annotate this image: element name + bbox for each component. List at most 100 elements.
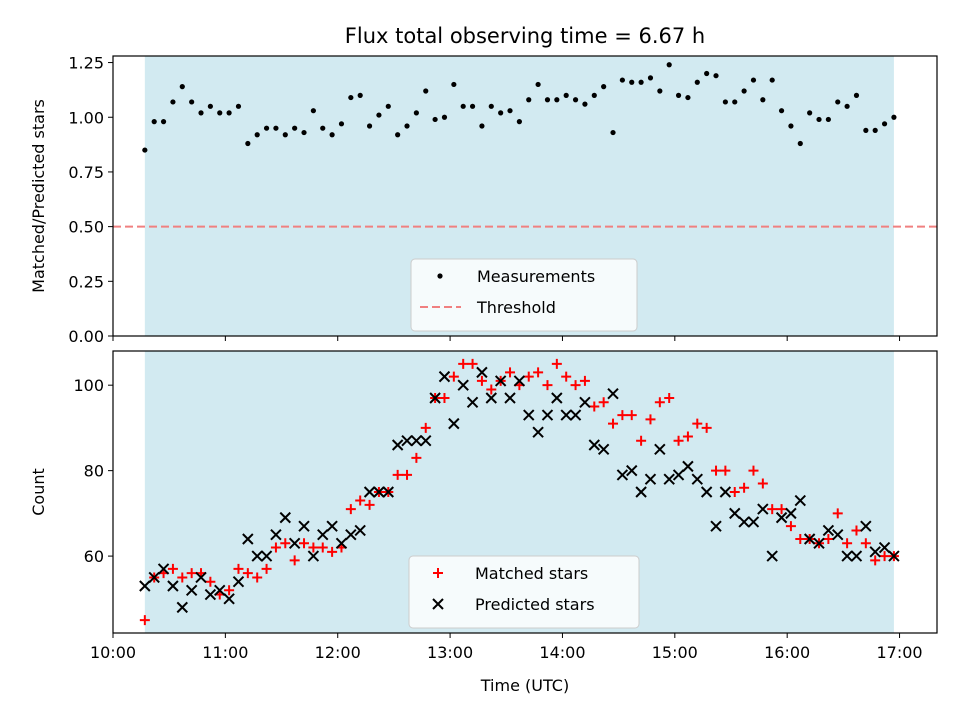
y-tick-label: 0.75	[68, 163, 104, 182]
predicted-star-point	[607, 388, 619, 400]
x-tick-label: 17:00	[876, 643, 922, 662]
matched-star-point	[317, 542, 328, 553]
measurement-point	[582, 101, 588, 107]
measurement-point	[198, 110, 204, 116]
matched-star-point	[729, 487, 740, 497]
predicted-star-point	[270, 529, 282, 541]
measurement-point	[516, 119, 522, 125]
measurement-point	[507, 108, 513, 114]
x-axis-label: Time (UTC)	[480, 676, 569, 695]
predicted-star-point	[204, 588, 217, 601]
predicted-star-point	[541, 409, 554, 421]
predicted-star-point	[513, 375, 526, 387]
measurement-point	[217, 110, 223, 116]
measurement-point	[825, 116, 831, 123]
y-tick-label: 60	[84, 547, 104, 566]
measurement-point	[366, 123, 373, 129]
matched-star-point	[205, 576, 216, 587]
predicted-star-point	[466, 396, 479, 408]
predicted-star-point	[373, 486, 385, 498]
measurement-point	[189, 99, 195, 105]
measurement-point	[610, 129, 616, 136]
measurement-point	[572, 97, 579, 103]
matched-star-point	[739, 482, 750, 493]
matched-star-point	[270, 542, 281, 553]
matched-star-point	[711, 465, 722, 476]
matched-star-point	[664, 393, 675, 403]
legend-marker-measurements	[437, 273, 443, 279]
measurement-point	[629, 79, 635, 85]
predicted-star-point	[747, 516, 760, 528]
predicted-star-point	[279, 511, 291, 524]
measurement-point	[413, 110, 419, 116]
predicted-star-point	[345, 529, 357, 541]
ratio-panel: 0.00 0.25 0.50 0.75 1.00 1.25 Matched/Predicte…	[29, 54, 938, 346]
predicted-star-point	[569, 409, 582, 421]
matched-star-point	[673, 435, 684, 446]
predicted-star-point	[410, 435, 423, 447]
measurement-point	[282, 132, 288, 138]
measurement-point	[563, 92, 569, 98]
measurement-point	[170, 99, 176, 105]
y-tick-label: 100	[73, 376, 104, 395]
measurement-point	[263, 125, 270, 131]
measurement-point	[451, 81, 457, 88]
predicted-star-point	[260, 550, 273, 562]
measurement-point	[713, 73, 719, 79]
matched-star-point	[860, 538, 871, 549]
matched-star-point	[842, 538, 853, 549]
matched-star-point	[139, 615, 150, 626]
measurement-point	[778, 108, 785, 114]
measurement-point	[788, 123, 794, 129]
predicted-star-point	[476, 366, 488, 379]
predicted-star-point	[504, 392, 516, 404]
matched-star-point	[299, 538, 310, 549]
predicted-star-point	[335, 537, 348, 549]
measurement-point	[816, 116, 822, 123]
matched-star-point	[345, 504, 356, 515]
predicted-star-point	[185, 584, 198, 596]
measurement-point	[310, 108, 316, 114]
matched-star-point	[280, 538, 291, 549]
matched-star-point	[364, 499, 375, 510]
matched-star-point	[654, 397, 665, 408]
predicted-star-point	[803, 533, 816, 545]
matched-star-point	[242, 568, 253, 579]
matched-star-point	[439, 393, 450, 403]
measurement-point	[544, 97, 551, 103]
y-tick-label: 80	[84, 462, 104, 481]
measurement-point	[619, 77, 625, 83]
measurement-point	[750, 77, 757, 83]
matched-star-point	[617, 410, 628, 421]
measurement-point	[526, 97, 532, 103]
matched-star-point	[505, 367, 516, 378]
matched-star-point	[402, 469, 413, 480]
predicted-star-point	[626, 464, 638, 477]
legend-marker-matched	[433, 568, 443, 578]
measurement-point	[254, 132, 260, 138]
predicted-star-point	[485, 392, 497, 404]
measurement-point	[320, 125, 326, 131]
matched-star-point	[467, 358, 478, 369]
count-panel: 60 80 100 10:00 11:00 12:00 13:00 14:00 15:00 16:…	[29, 350, 938, 662]
predicted-star-point	[682, 460, 694, 473]
axes-frame	[112, 350, 938, 634]
matched-star-point	[851, 525, 862, 536]
predicted-star-point	[813, 537, 825, 549]
measurement-point	[151, 119, 157, 125]
predicted-star-point	[869, 546, 881, 558]
x-tick-label: 15:00	[652, 643, 698, 662]
y-axis-label: Count	[29, 468, 48, 516]
matched-star-point	[795, 534, 806, 544]
matched-star-point	[608, 418, 619, 429]
predicted-star-point	[672, 469, 685, 481]
x-tick-label: 16:00	[764, 643, 810, 662]
measurement-point	[844, 103, 850, 109]
predicted-star-point	[775, 511, 788, 524]
predicted-star-point	[794, 494, 806, 507]
legend-label: Matched stars	[475, 564, 588, 583]
measurement-point	[226, 110, 232, 116]
matched-star-point	[570, 380, 581, 391]
chart-title: Flux total observing time = 6.67 h	[345, 24, 705, 48]
predicted-star-point	[251, 550, 263, 562]
